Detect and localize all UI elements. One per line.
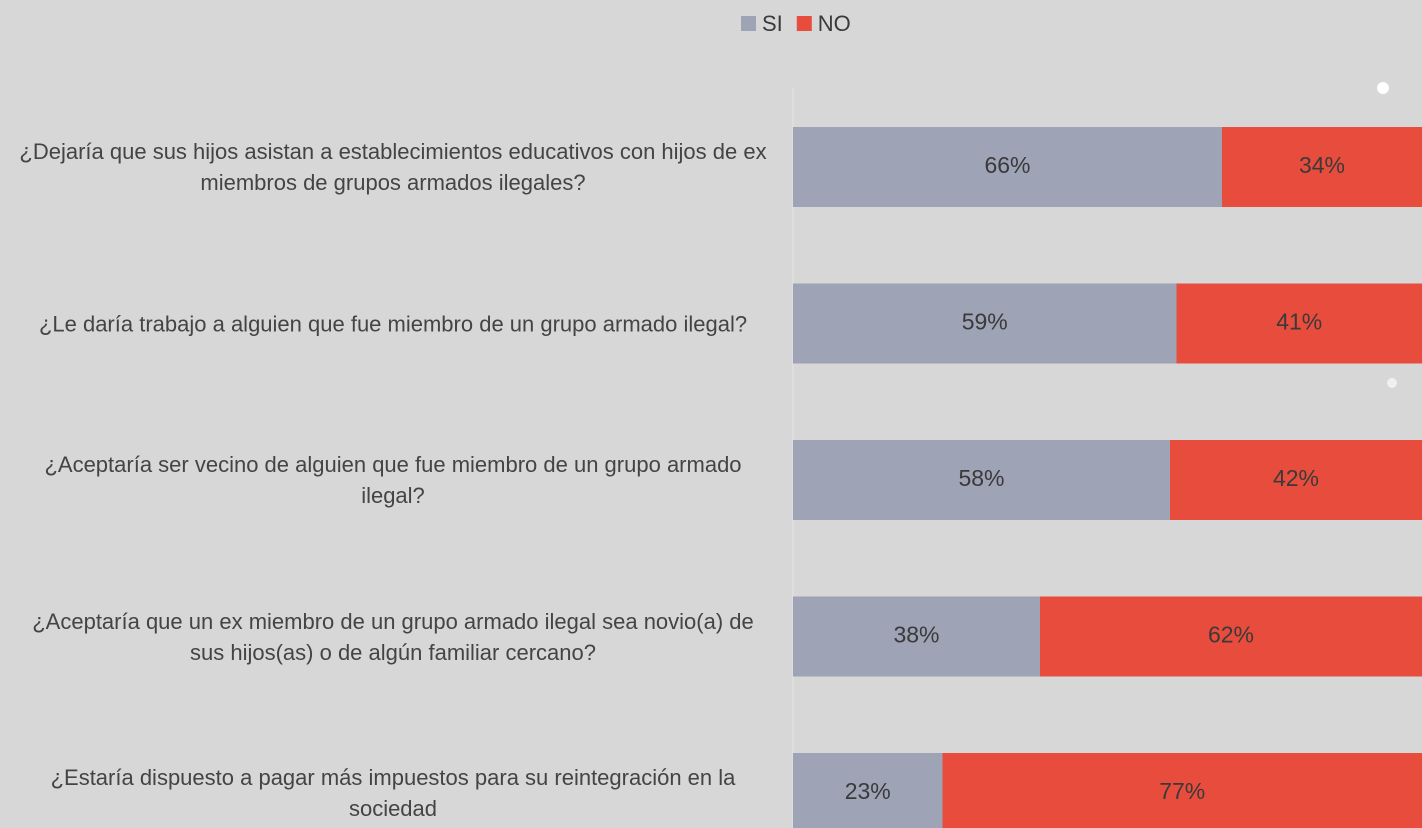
- category-label: ¿Estaría dispuesto a pagar más impuestos…: [50, 765, 736, 821]
- data-label: 42%: [1273, 465, 1319, 491]
- category-label: ¿Dejaría que sus hijos asistan a estable…: [19, 139, 767, 195]
- legend-swatch: [796, 16, 812, 31]
- data-label: 38%: [893, 622, 939, 648]
- decoration: [1387, 378, 1397, 388]
- legend-label: NO: [818, 11, 851, 36]
- bar-segment: [793, 440, 1170, 520]
- category-label: ¿Aceptaría ser vecino de alguien que fue…: [44, 452, 742, 508]
- decoration: [1377, 82, 1389, 94]
- bar-segment: [1170, 440, 1422, 520]
- bar-segment: [793, 127, 1222, 207]
- data-label: 62%: [1208, 622, 1254, 648]
- data-label: 77%: [1159, 778, 1205, 804]
- data-label: 41%: [1276, 309, 1322, 335]
- category-label: ¿Aceptaría que un ex miembro de un grupo…: [32, 608, 754, 665]
- data-label: 58%: [958, 465, 1004, 491]
- legend-swatch: [741, 16, 756, 31]
- legend-label: SI: [762, 11, 783, 36]
- bar-segment: [1176, 283, 1422, 364]
- data-label: 59%: [962, 309, 1008, 335]
- bar-segment: [1040, 596, 1422, 677]
- bar-segment: [1222, 127, 1422, 207]
- bar-segment: [793, 596, 1040, 677]
- bar-segment: [793, 753, 943, 828]
- bar-segment: [942, 753, 1422, 828]
- data-label: 23%: [845, 778, 891, 804]
- bar-segment: [793, 283, 1177, 364]
- data-label: 66%: [984, 152, 1030, 178]
- data-label: 34%: [1299, 152, 1345, 178]
- category-label: ¿Le daría trabajo a alguien que fue miem…: [38, 311, 748, 336]
